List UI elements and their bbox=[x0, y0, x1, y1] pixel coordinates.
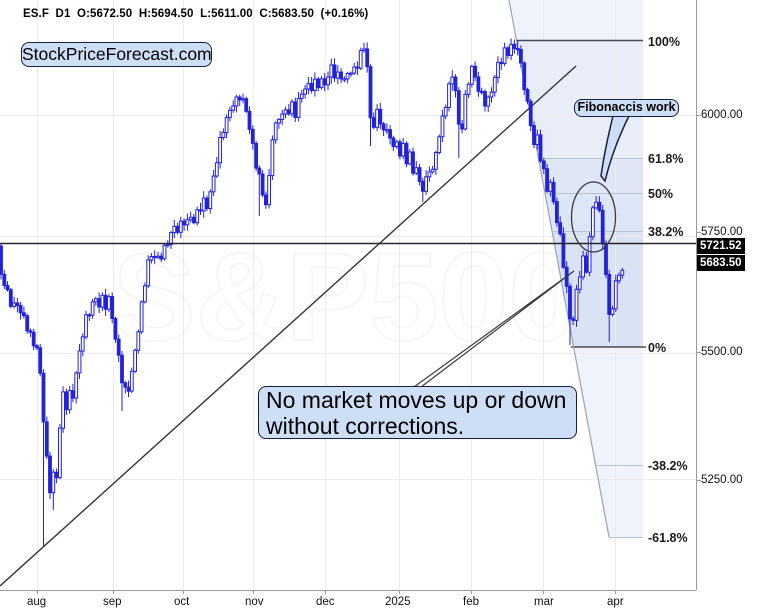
svg-text:S&P500: S&P500 bbox=[112, 228, 578, 367]
